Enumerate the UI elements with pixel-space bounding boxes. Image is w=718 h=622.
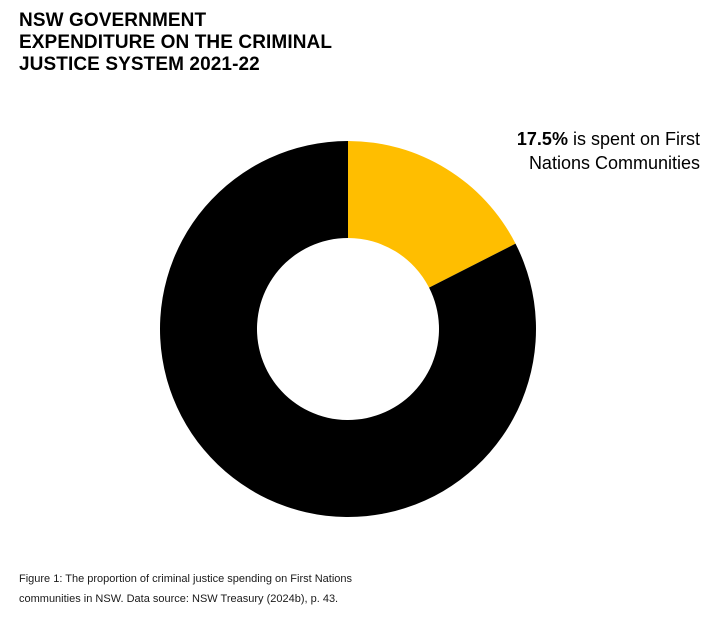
donut-slice-1 (159, 141, 536, 517)
annotation-line-1: 17.5% is spent on First (470, 127, 700, 151)
caption-line-1: Figure 1: The proportion of criminal jus… (19, 573, 353, 585)
chart-title-line-1: NSW GOVERNMENT (19, 10, 207, 31)
chart-title: NSW GOVERNMENT EXPENDITURE ON THE CRIMIN… (19, 10, 399, 76)
annotation-text-2: Nations Communities (528, 153, 700, 173)
donut-slice-0 (348, 141, 516, 288)
caption-line-2: communities in NSW. Data source: NSW Tre… (19, 593, 339, 605)
chart-title-line-2: EXPENDITURE ON THE CRIMINAL (19, 32, 333, 53)
annotation-percentage: 17.5% (516, 129, 568, 149)
figure-caption: Figure 1: The proportion of criminal jus… (19, 569, 439, 609)
chart-title-line-3: JUSTICE SYSTEM 2021-22 (19, 54, 260, 75)
annotation-text-1: is spent on First (567, 129, 700, 149)
slice-annotation: 17.5% is spent on First Nations Communit… (470, 127, 700, 175)
